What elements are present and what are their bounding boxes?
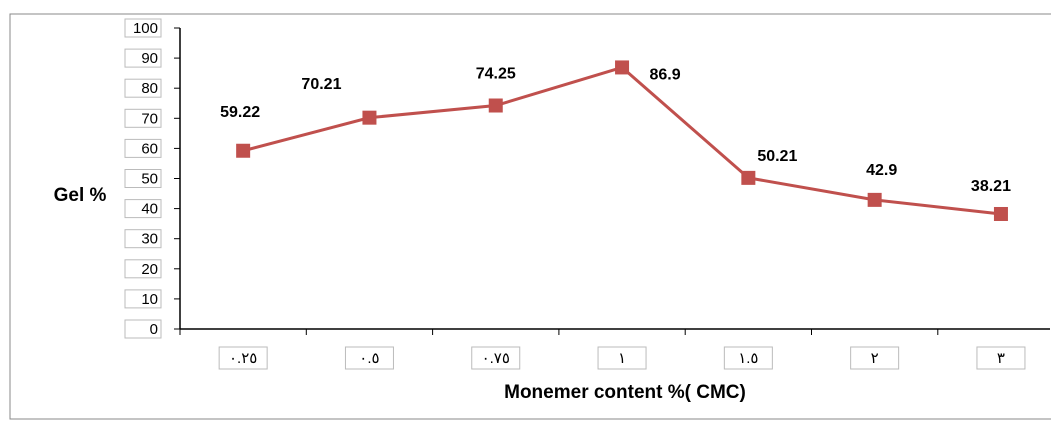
y-tick-label: 30 <box>141 231 158 248</box>
y-tick-label: 60 <box>141 140 158 157</box>
x-tick-box <box>976 346 1026 370</box>
x-tick-box <box>218 346 268 370</box>
y-tick-box <box>124 138 162 158</box>
data-point <box>488 98 503 113</box>
y-tick-label: 50 <box>141 170 158 187</box>
y-tick-label: 0 <box>150 321 158 338</box>
y-tick-box <box>124 18 162 38</box>
data-label: 74.25 <box>476 66 516 83</box>
y-tick-box <box>124 289 162 309</box>
x-tick-label: ١ <box>618 350 626 367</box>
y-tick-label: 40 <box>141 201 158 218</box>
x-axis-label: Monemer content %( CMC) <box>504 382 746 403</box>
y-tick-label: 20 <box>141 261 158 278</box>
x-tick-label: ٠.٧٥ <box>482 350 510 367</box>
y-tick-box <box>124 259 162 279</box>
x-tick-box <box>344 346 394 370</box>
x-tick-label: ١.٥ <box>738 350 758 367</box>
y-tick-box <box>124 199 162 219</box>
x-tick-box <box>723 346 773 370</box>
data-point <box>615 60 630 75</box>
y-tick-label: 70 <box>141 110 158 127</box>
y-tick-box <box>124 48 162 68</box>
data-point <box>741 170 756 185</box>
data-label: 86.9 <box>649 67 680 84</box>
x-tick-label: ٠.٥ <box>359 350 379 367</box>
y-tick-label: 100 <box>133 20 158 37</box>
y-axis-label: Gel % <box>54 185 107 206</box>
y-tick-box <box>124 108 162 128</box>
x-tick-label: ٠.٢٥ <box>229 350 257 367</box>
y-tick-box <box>124 319 162 339</box>
x-tick-box <box>850 346 900 370</box>
data-label: 59.22 <box>220 104 260 121</box>
data-label: 70.21 <box>301 76 341 93</box>
data-label: 38.21 <box>971 178 1011 195</box>
data-label: 42.9 <box>866 162 897 179</box>
data-point <box>362 110 377 125</box>
x-tick-box <box>471 346 521 370</box>
y-tick-box <box>124 229 162 249</box>
x-tick-label: ٣ <box>997 350 1005 367</box>
y-tick-label: 80 <box>141 80 158 97</box>
data-point <box>236 143 251 158</box>
y-tick-box <box>124 169 162 188</box>
data-label: 50.21 <box>757 148 797 165</box>
y-tick-label: 90 <box>141 50 158 67</box>
data-point <box>867 192 882 207</box>
data-point <box>993 206 1008 221</box>
x-tick-box <box>597 346 647 370</box>
y-tick-label: 10 <box>141 291 158 308</box>
y-tick-box <box>124 78 162 98</box>
x-tick-label: ٢ <box>871 350 879 367</box>
